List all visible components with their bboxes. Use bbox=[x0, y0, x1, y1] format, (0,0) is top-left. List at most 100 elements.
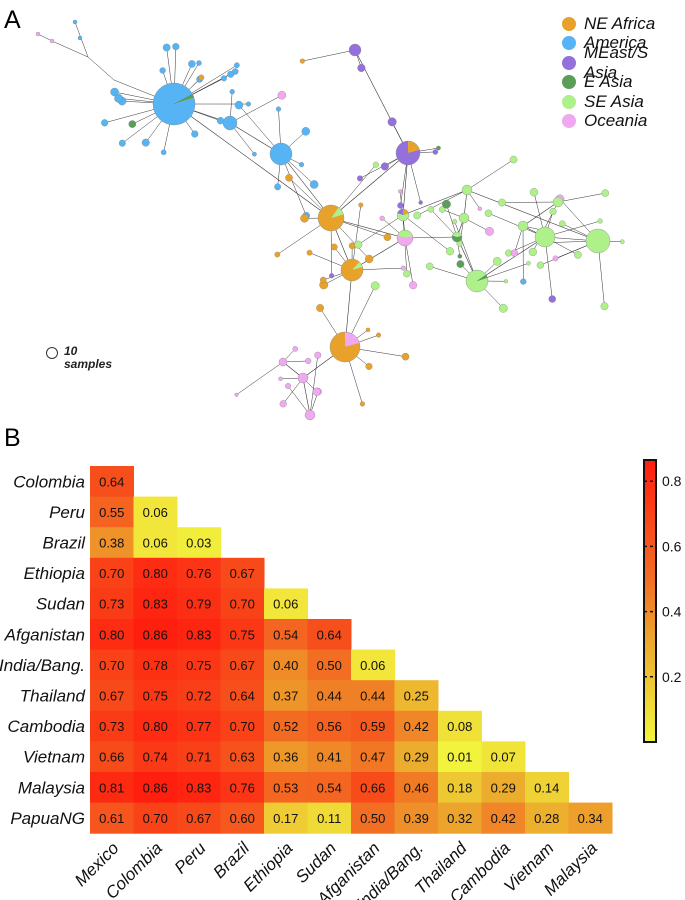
cell-value: 0.86 bbox=[143, 780, 168, 795]
network-node bbox=[503, 279, 508, 284]
heatmap-cell bbox=[438, 802, 482, 834]
network-node bbox=[234, 62, 240, 68]
network-node bbox=[77, 35, 83, 41]
cell-value: 0.39 bbox=[404, 811, 429, 826]
cell-value: 0.77 bbox=[186, 719, 211, 734]
heatmap-cell bbox=[307, 741, 352, 773]
cell-value: 0.61 bbox=[99, 811, 124, 826]
network-node bbox=[403, 269, 411, 278]
legend-label: Oceania bbox=[584, 111, 648, 131]
heatmap-cell bbox=[351, 710, 395, 742]
network-node bbox=[128, 120, 137, 128]
network-node bbox=[252, 151, 257, 157]
network-node bbox=[285, 174, 293, 182]
legend-item: SE Asia bbox=[562, 92, 685, 112]
cell-value: 0.75 bbox=[186, 658, 211, 673]
legend-label: NE Africa bbox=[584, 13, 656, 33]
heatmap-cell bbox=[481, 772, 526, 804]
cell-value: 0.67 bbox=[186, 811, 211, 826]
cell-value: 0.78 bbox=[143, 658, 168, 673]
heatmap-cell bbox=[264, 588, 308, 620]
network-node bbox=[387, 117, 397, 127]
network-edge bbox=[358, 214, 404, 245]
network-node bbox=[222, 115, 238, 131]
network-node bbox=[597, 218, 603, 224]
network-node bbox=[517, 220, 529, 232]
cell-value: 0.28 bbox=[534, 811, 559, 826]
cell-value: 0.29 bbox=[491, 780, 516, 795]
network-edge bbox=[229, 95, 282, 124]
network-node bbox=[426, 262, 434, 271]
network-node bbox=[601, 189, 610, 197]
network-node bbox=[409, 281, 418, 290]
network-edge bbox=[173, 103, 332, 219]
heatmap-cell bbox=[133, 619, 178, 651]
cell-value: 0.46 bbox=[404, 780, 429, 795]
colorbar bbox=[643, 459, 657, 743]
heatmap-cell bbox=[264, 772, 308, 804]
cell-value: 0.64 bbox=[317, 627, 342, 642]
network-edge bbox=[236, 361, 284, 395]
network-edge bbox=[283, 377, 304, 404]
network-node bbox=[379, 215, 385, 221]
network-node bbox=[465, 269, 489, 293]
network-node bbox=[160, 149, 167, 156]
cell-value: 0.70 bbox=[99, 658, 124, 673]
cell-value: 0.36 bbox=[273, 750, 298, 765]
heatmap-cell bbox=[264, 619, 308, 651]
network-node bbox=[278, 376, 283, 381]
cell-value: 0.25 bbox=[404, 689, 429, 704]
heatmap-cell bbox=[220, 802, 265, 834]
row-label: Vietnam bbox=[23, 748, 85, 767]
heatmap-cell bbox=[133, 680, 178, 712]
network-edge bbox=[282, 360, 309, 363]
network-node bbox=[110, 87, 119, 97]
heatmap-cell bbox=[481, 741, 526, 773]
network-node bbox=[274, 251, 281, 258]
heatmap-cell bbox=[394, 710, 439, 742]
network-edge bbox=[522, 201, 559, 227]
haplotype-network bbox=[35, 19, 625, 421]
network-node bbox=[220, 75, 227, 82]
heatmap-cell bbox=[177, 557, 221, 589]
network-node bbox=[348, 43, 362, 57]
cell-value: 0.75 bbox=[143, 689, 168, 704]
cell-value: 0.79 bbox=[186, 597, 211, 612]
network-nodes bbox=[35, 19, 625, 421]
network-node bbox=[552, 255, 559, 262]
legend-item: Oceania bbox=[562, 111, 685, 132]
legend-label: SE Asia bbox=[584, 91, 644, 111]
network-node bbox=[492, 257, 502, 266]
row-label: Sudan bbox=[36, 595, 85, 614]
cell-value: 0.01 bbox=[447, 750, 472, 765]
network-node bbox=[395, 140, 421, 166]
network-node bbox=[380, 162, 389, 171]
scale-circle-icon bbox=[46, 347, 58, 359]
heatmap-cell bbox=[177, 802, 221, 834]
heatmap-cell bbox=[525, 772, 569, 804]
network-node bbox=[188, 60, 196, 68]
network-node bbox=[114, 94, 123, 103]
cell-value: 0.50 bbox=[317, 658, 342, 673]
heatmap: Colombia 0.64 Peru 0.55 0.06 Brazil 0.38 0.06 0.… bbox=[0, 459, 682, 900]
row-label: PapuaNG bbox=[10, 809, 85, 828]
cell-value: 0.81 bbox=[99, 780, 124, 795]
network-node bbox=[552, 196, 564, 208]
network-node bbox=[400, 265, 406, 271]
cell-value: 0.70 bbox=[230, 597, 255, 612]
network-node bbox=[526, 261, 531, 266]
legend-item: America bbox=[562, 33, 685, 54]
network-node bbox=[548, 295, 556, 303]
legend-label: MEast/S Asia bbox=[583, 42, 649, 82]
network-edge bbox=[51, 40, 89, 58]
network-edge bbox=[466, 159, 514, 191]
heatmap-cell bbox=[177, 741, 221, 773]
heatmap-cell bbox=[394, 741, 439, 773]
network-node bbox=[498, 303, 508, 313]
heatmap-cell bbox=[351, 741, 395, 773]
colorbar-tick-label: 0.2 bbox=[662, 669, 682, 685]
network-node bbox=[397, 202, 404, 209]
network-node bbox=[442, 199, 451, 209]
network-node bbox=[285, 383, 291, 389]
heatmap-cell bbox=[438, 710, 482, 742]
